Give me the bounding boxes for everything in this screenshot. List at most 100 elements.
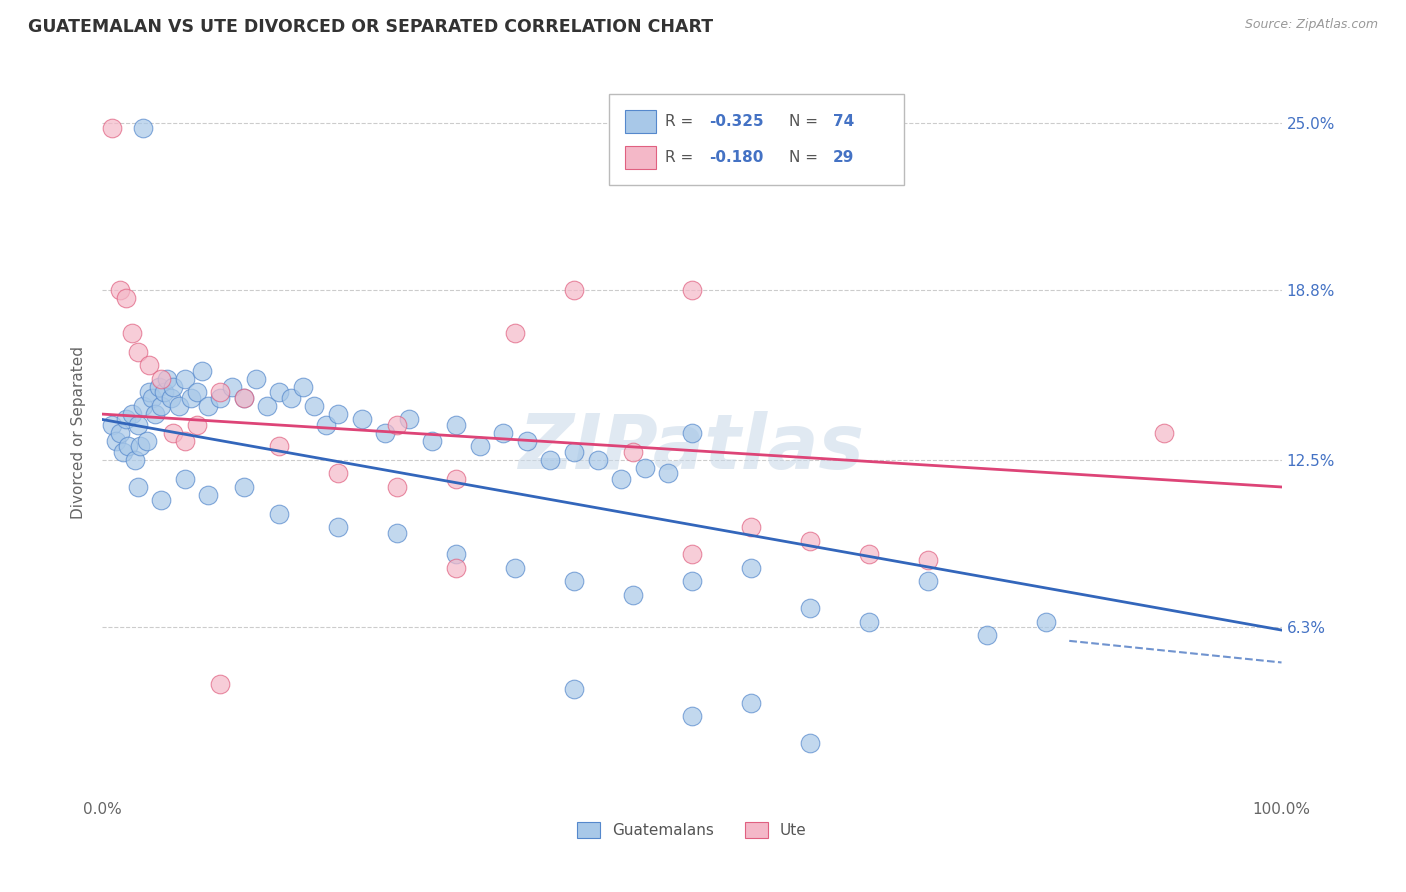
Point xyxy=(586,453,609,467)
Point xyxy=(256,399,278,413)
Point xyxy=(492,425,515,440)
Text: -0.325: -0.325 xyxy=(709,114,763,129)
Point xyxy=(209,677,232,691)
Point xyxy=(114,291,136,305)
Point xyxy=(538,453,561,467)
Point xyxy=(468,440,491,454)
FancyBboxPatch shape xyxy=(624,110,655,134)
Point xyxy=(858,548,880,562)
Point xyxy=(326,467,349,481)
Point xyxy=(799,601,821,615)
Point xyxy=(1153,425,1175,440)
Point xyxy=(162,380,184,394)
Legend: Guatemalans, Ute: Guatemalans, Ute xyxy=(571,816,813,845)
Point xyxy=(121,407,143,421)
Point xyxy=(180,391,202,405)
Point xyxy=(398,412,420,426)
Point xyxy=(799,736,821,750)
Point xyxy=(209,385,232,400)
Point xyxy=(143,407,166,421)
Text: N =: N = xyxy=(789,114,823,129)
Point xyxy=(132,399,155,413)
Text: R =: R = xyxy=(665,114,699,129)
Point xyxy=(681,425,703,440)
Point xyxy=(269,440,291,454)
Point xyxy=(186,385,208,400)
Point xyxy=(209,391,232,405)
Point xyxy=(124,453,146,467)
Text: R =: R = xyxy=(665,150,699,165)
Point xyxy=(221,380,243,394)
Point xyxy=(326,520,349,534)
Point xyxy=(173,372,195,386)
Point xyxy=(657,467,679,481)
Point xyxy=(503,326,526,340)
Point xyxy=(385,480,408,494)
Point xyxy=(740,696,762,710)
Point xyxy=(291,380,314,394)
Point xyxy=(621,445,644,459)
Point xyxy=(138,385,160,400)
Point xyxy=(197,399,219,413)
Point xyxy=(152,385,174,400)
Point xyxy=(740,520,762,534)
Point xyxy=(681,574,703,589)
Point xyxy=(444,548,467,562)
Point xyxy=(138,359,160,373)
Point xyxy=(127,417,149,432)
Point xyxy=(232,480,254,494)
Point xyxy=(917,553,939,567)
Text: N =: N = xyxy=(789,150,823,165)
Point xyxy=(232,391,254,405)
Point xyxy=(562,682,585,697)
Point xyxy=(444,472,467,486)
Point xyxy=(740,561,762,575)
Point xyxy=(150,493,173,508)
Point xyxy=(385,525,408,540)
Point xyxy=(129,440,152,454)
FancyBboxPatch shape xyxy=(609,94,904,186)
Point xyxy=(191,364,214,378)
Point xyxy=(245,372,267,386)
Point xyxy=(976,628,998,642)
Point xyxy=(148,380,170,394)
Point xyxy=(562,574,585,589)
Point xyxy=(197,488,219,502)
Point xyxy=(385,417,408,432)
Point xyxy=(562,283,585,297)
Point xyxy=(117,440,139,454)
Point xyxy=(562,445,585,459)
Point xyxy=(269,385,291,400)
Text: 74: 74 xyxy=(832,114,853,129)
Point xyxy=(503,561,526,575)
Point xyxy=(1035,615,1057,629)
FancyBboxPatch shape xyxy=(624,145,655,169)
Point xyxy=(304,399,326,413)
Point xyxy=(159,391,181,405)
Point xyxy=(422,434,444,448)
Point xyxy=(141,391,163,405)
Point xyxy=(127,480,149,494)
Point xyxy=(516,434,538,448)
Point xyxy=(114,412,136,426)
Point xyxy=(280,391,302,405)
Point xyxy=(681,283,703,297)
Point xyxy=(108,283,131,297)
Point xyxy=(799,533,821,548)
Point xyxy=(121,326,143,340)
Y-axis label: Divorced or Separated: Divorced or Separated xyxy=(72,346,86,519)
Point xyxy=(150,399,173,413)
Point xyxy=(917,574,939,589)
Point xyxy=(681,548,703,562)
Point xyxy=(681,709,703,723)
Point xyxy=(162,425,184,440)
Point xyxy=(858,615,880,629)
Point xyxy=(444,417,467,432)
Point xyxy=(269,507,291,521)
Point xyxy=(127,345,149,359)
Point xyxy=(100,120,122,135)
Point xyxy=(132,120,155,135)
Point xyxy=(326,407,349,421)
Point xyxy=(136,434,159,448)
Text: GUATEMALAN VS UTE DIVORCED OR SEPARATED CORRELATION CHART: GUATEMALAN VS UTE DIVORCED OR SEPARATED … xyxy=(28,18,713,36)
